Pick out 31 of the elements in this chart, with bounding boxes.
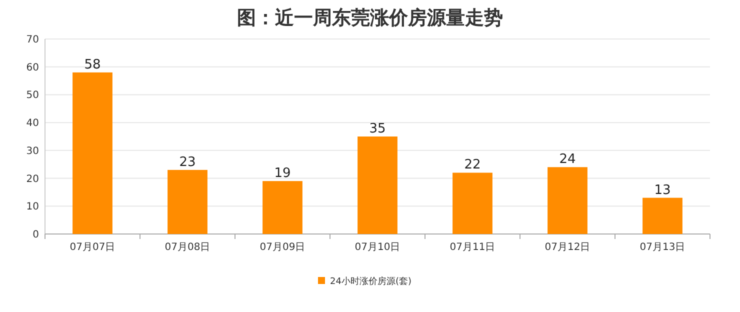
bar <box>548 167 588 234</box>
data-label: 58 <box>84 57 101 72</box>
x-tick-label: 07月10日 <box>354 242 400 253</box>
bar <box>358 136 398 234</box>
bar <box>642 198 682 234</box>
x-tick-label: 07月13日 <box>640 242 686 253</box>
bar <box>452 172 492 234</box>
bar <box>72 72 112 234</box>
bar <box>168 170 208 234</box>
y-tick-label: 0 <box>32 230 39 240</box>
data-label: 23 <box>179 154 196 170</box>
x-tick-label: 07月11日 <box>450 242 496 253</box>
data-label: 35 <box>369 122 386 136</box>
legend-label: 24小时涨价房源(套) <box>330 276 412 287</box>
x-tick-label: 07月08日 <box>164 242 210 253</box>
x-tick-label: 07月07日 <box>70 242 116 253</box>
bar <box>262 181 302 234</box>
y-tick-label: 40 <box>26 118 39 130</box>
x-tick-label: 07月09日 <box>260 242 306 253</box>
y-tick-label: 10 <box>26 202 39 213</box>
data-label: 19 <box>274 166 291 182</box>
y-tick-label: 30 <box>26 146 39 157</box>
data-label: 24 <box>559 152 576 168</box>
chart-title: 图：近一周东莞涨价房源量走势 <box>237 7 503 29</box>
data-label: 22 <box>464 158 481 173</box>
y-tick-label: 60 <box>26 62 39 74</box>
y-tick-label: 20 <box>26 174 39 185</box>
data-label: 13 <box>654 182 671 198</box>
y-tick-label: 50 <box>26 90 39 102</box>
y-tick-label: 70 <box>26 34 39 46</box>
x-tick-label: 07月12日 <box>544 242 590 253</box>
